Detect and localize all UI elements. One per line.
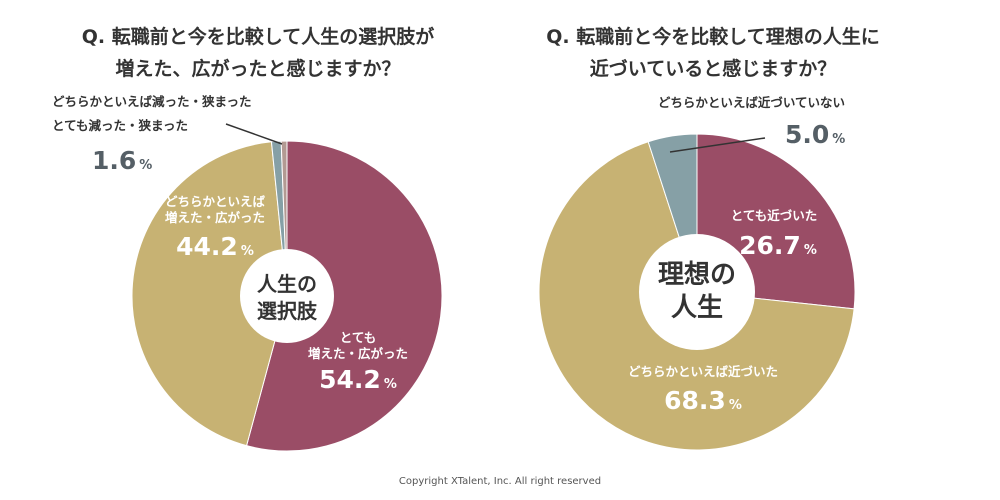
chart1-slice2-label-line1: どちらかといえば: [165, 194, 266, 209]
chart1-title-line2: 増えた、広がったと感じますか？: [115, 57, 400, 80]
chart2-slice1-value: 26.7%: [739, 231, 817, 260]
chart1-slice-2: [131, 141, 288, 447]
chart2-center-hole: [639, 234, 755, 350]
chart2-slice1-label: とても近づいた: [731, 208, 818, 223]
chart1-center-line1: 人生の: [257, 272, 317, 296]
chart1-pie: [131, 140, 443, 452]
chart2-title-line1: Q. 転職前と今を比較して理想の人生に: [546, 25, 879, 48]
chart1-title-line1: Q. 転職前と今を比較して人生の選択肢が: [82, 25, 434, 48]
chart-life-options: Q. 転職前と今を比較して人生の選択肢が 増えた、広がったと感じますか？ 人生の…: [52, 25, 443, 452]
chart2-slice3-value: 5.0%: [785, 120, 845, 149]
chart1-slice1-value: 54.2%: [319, 365, 397, 394]
chart1-center-hole: [240, 249, 334, 343]
chart-ideal-life: Q. 転職前と今を比較して理想の人生に 近づいていると感じますか？ 理想の 人生…: [538, 25, 880, 451]
chart1-callout-line: [225, 123, 283, 145]
chart2-slice2-value: 68.3%: [664, 386, 742, 415]
chart1-slice-1: [245, 140, 443, 452]
chart2-title-line2: 近づいていると感じますか？: [590, 57, 836, 80]
chart1-slice2-value: 44.2%: [176, 232, 254, 261]
chart1-slice1-label-line1: とても: [340, 330, 377, 345]
chart1-small-label-line2: とても減った・狭まった: [52, 118, 188, 133]
chart1-center-line2: 選択肢: [257, 299, 318, 323]
chart1-small-value: 1.6%: [92, 146, 152, 175]
chart2-slice2-label: どちらかといえば近づいた: [628, 364, 778, 379]
copyright: Copyright XTalent, Inc. All right reserv…: [399, 476, 601, 487]
chart1-slice1-label-line2: 増えた・広がった: [308, 346, 408, 361]
chart2-center-line2: 人生: [671, 293, 723, 323]
chart2-slice3-label: どちらかといえば近づいていない: [658, 95, 845, 110]
chart1-slice2-label-line2: 増えた・広がった: [165, 210, 265, 225]
chart2-center-line1: 理想の: [658, 260, 736, 290]
chart2-callout-line: [669, 137, 766, 153]
chart1-small-label-line1: どちらかといえば減った・狭まった: [52, 94, 252, 109]
